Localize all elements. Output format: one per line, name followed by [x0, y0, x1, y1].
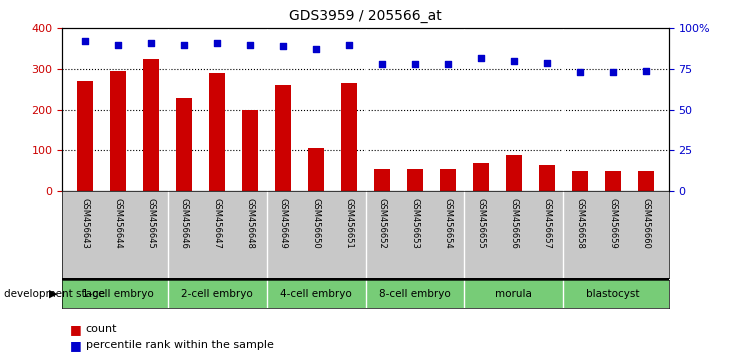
Point	[244, 42, 256, 47]
Bar	[439, 169, 456, 191]
Text: GSM456647: GSM456647	[213, 198, 221, 249]
Point	[277, 44, 289, 49]
Point	[343, 42, 355, 47]
Text: 8-cell embryo: 8-cell embryo	[379, 289, 451, 299]
Bar	[242, 110, 258, 191]
Text: GSM456660: GSM456660	[641, 198, 651, 249]
Bar	[406, 169, 423, 191]
Text: GSM456648: GSM456648	[246, 198, 254, 249]
Bar	[143, 59, 159, 191]
Text: GSM456659: GSM456659	[608, 198, 617, 249]
Text: GSM456644: GSM456644	[114, 198, 123, 249]
Text: GSM456654: GSM456654	[444, 198, 452, 249]
Bar	[473, 163, 489, 191]
Point	[178, 42, 190, 47]
Point	[145, 40, 157, 46]
Point	[475, 55, 487, 61]
Bar	[176, 97, 192, 191]
Bar	[209, 73, 225, 191]
Point	[376, 61, 388, 67]
Bar	[539, 165, 555, 191]
Point	[310, 47, 322, 52]
Bar	[637, 171, 654, 191]
Point	[541, 60, 553, 65]
Point	[508, 58, 520, 64]
Text: GSM456652: GSM456652	[377, 198, 387, 249]
Bar	[110, 71, 126, 191]
Text: morula: morula	[496, 289, 532, 299]
Text: GSM456657: GSM456657	[542, 198, 551, 249]
Point	[640, 68, 651, 74]
Bar	[77, 81, 94, 191]
Bar	[275, 85, 292, 191]
Text: development stage: development stage	[4, 289, 105, 299]
Bar	[341, 83, 357, 191]
Text: ■: ■	[69, 339, 81, 352]
Text: GSM456658: GSM456658	[575, 198, 584, 249]
Text: count: count	[86, 324, 117, 334]
Text: GSM456651: GSM456651	[344, 198, 354, 249]
Bar	[506, 154, 522, 191]
Text: GSM456646: GSM456646	[180, 198, 189, 249]
Text: 2-cell embryo: 2-cell embryo	[181, 289, 253, 299]
Text: blastocyst: blastocyst	[586, 289, 640, 299]
Point	[113, 42, 124, 47]
Point	[574, 69, 586, 75]
Point	[442, 61, 454, 67]
Text: 4-cell embryo: 4-cell embryo	[280, 289, 352, 299]
Text: ■: ■	[69, 323, 81, 336]
Bar	[308, 148, 325, 191]
Point	[409, 61, 421, 67]
Text: 1-cell embryo: 1-cell embryo	[83, 289, 154, 299]
Text: GSM456645: GSM456645	[147, 198, 156, 249]
Text: GDS3959 / 205566_at: GDS3959 / 205566_at	[289, 9, 442, 23]
Text: GSM456655: GSM456655	[477, 198, 485, 249]
Text: GSM456653: GSM456653	[411, 198, 420, 249]
Point	[211, 40, 223, 46]
Bar	[605, 171, 621, 191]
Point	[607, 69, 618, 75]
Bar	[572, 171, 588, 191]
Text: percentile rank within the sample: percentile rank within the sample	[86, 340, 273, 350]
Bar	[374, 169, 390, 191]
Text: GSM456643: GSM456643	[80, 198, 90, 249]
Text: ▶: ▶	[49, 289, 58, 299]
Text: GSM456650: GSM456650	[311, 198, 320, 249]
Text: GSM456649: GSM456649	[279, 198, 287, 249]
Text: GSM456656: GSM456656	[510, 198, 518, 249]
Point	[80, 39, 91, 44]
